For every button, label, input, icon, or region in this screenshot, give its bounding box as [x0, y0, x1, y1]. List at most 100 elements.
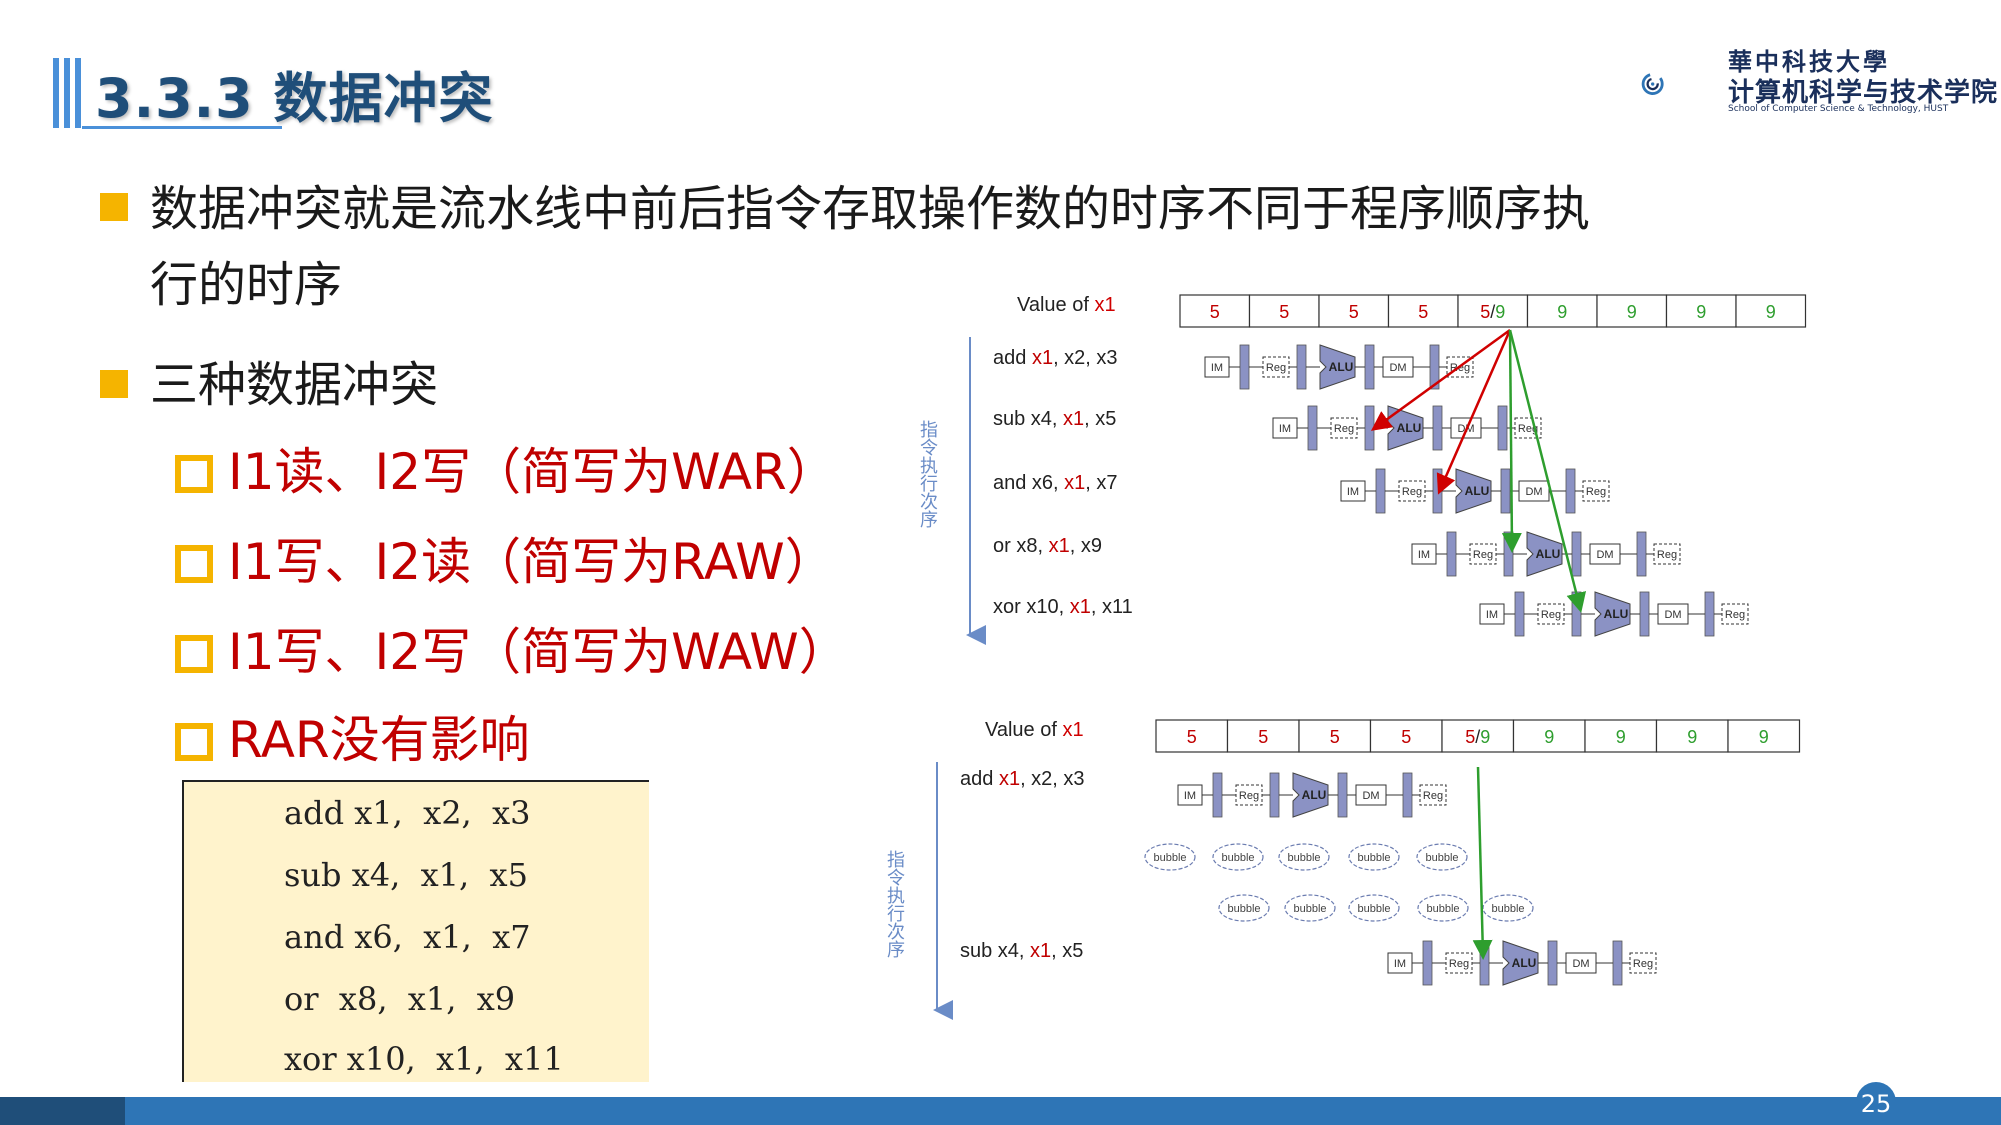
- stage-label: DM: [1664, 609, 1681, 621]
- pipeline-latch: [1364, 344, 1375, 390]
- value-cell-text: 5: [1210, 302, 1220, 322]
- pipeline-latch: [1612, 940, 1623, 986]
- header-accent-bar: [75, 58, 81, 128]
- value-cell: [1457, 294, 1529, 328]
- value-cell-text: 9: [1759, 727, 1769, 747]
- bubble-icon: [1284, 894, 1336, 922]
- page-title: 3.3.3 数据冲突: [95, 67, 494, 130]
- value-cell: [1155, 719, 1229, 753]
- bullet-square-icon: [100, 370, 128, 398]
- code-line: sub x4, x1, x5: [284, 856, 528, 894]
- value-cell-text: 5: [1349, 302, 1359, 322]
- code-line: and x6, x1, x7: [284, 918, 531, 956]
- stage-label: IM: [1184, 790, 1196, 802]
- stage-label: DM: [1362, 790, 1379, 802]
- pipeline-latch: [1432, 468, 1443, 514]
- university-logo-icon: [1641, 73, 1664, 95]
- code-line: xor x10, x1, x11: [284, 1040, 564, 1078]
- value-cell-text: 5: [1187, 727, 1197, 747]
- pipeline-latch: [1212, 772, 1223, 818]
- pipeline-latch: [1296, 344, 1307, 390]
- bubble-icon: [1417, 894, 1469, 922]
- value-cell: [1318, 294, 1390, 328]
- instruction-labels: add x1, x2, x3 sub x4, x1, x5 and x6, x1, …: [993, 347, 1133, 618]
- pipeline-latch: [1514, 591, 1525, 637]
- red-hazard-arrow: [1370, 328, 1511, 431]
- pipeline-latch: [1402, 772, 1413, 818]
- stage-label: Reg: [1334, 423, 1354, 435]
- order-axis-label: 指令执行次序: [885, 850, 905, 959]
- bubble-label: bubble: [1293, 903, 1326, 915]
- sub-bullet-box-icon: [175, 545, 213, 583]
- pipeline-latch: [1307, 405, 1318, 451]
- sub-bullet-box-icon: [175, 723, 213, 761]
- stage-label: ALU: [1536, 547, 1561, 561]
- pipeline-rows: IM Reg ALU DM Reg IM Reg ALU DM Reg IM Reg ALU DM Reg I…: [1204, 344, 1749, 637]
- value-cell-text: 5: [1279, 302, 1289, 322]
- value-cell: [1226, 719, 1300, 753]
- sub-bullet-war: I1读、I2写（简写为WAR）: [228, 443, 837, 501]
- stage-label: IM: [1347, 486, 1359, 498]
- pipeline-latch: [1239, 344, 1250, 390]
- value-of-label: Value of x1: [1017, 294, 1116, 316]
- pipeline-latch: [1565, 468, 1576, 514]
- header-accent-bar: [64, 58, 70, 128]
- stage-label: IM: [1486, 609, 1498, 621]
- footer-bar: [125, 1097, 2001, 1125]
- stage-label: DM: [1596, 549, 1613, 561]
- instruction-label: xor x10, x1, x11: [993, 596, 1133, 618]
- stage-label: IM: [1418, 549, 1430, 561]
- alu-shape: [1594, 591, 1631, 637]
- value-cell-text: 5: [1418, 302, 1428, 322]
- sub-bullet-box-icon: [175, 635, 213, 673]
- stage-label: Reg: [1423, 790, 1443, 802]
- code-listing: add x1, x2, x3 sub x4, x1, x5 and x6, x1…: [182, 780, 649, 1082]
- stage-label: Reg: [1586, 486, 1606, 498]
- school-name-en: School of Computer Science & Technology,…: [1728, 104, 1949, 114]
- value-of-label: Value of x1: [985, 719, 1084, 741]
- value-cell: [1735, 294, 1807, 328]
- value-cell-text: 5/9: [1465, 727, 1490, 747]
- alu-shape: [1455, 468, 1492, 514]
- stage-label: Reg: [1239, 790, 1259, 802]
- value-cell-text: 9: [1687, 727, 1697, 747]
- school-name: 计算机科学与技术学院: [1728, 78, 1999, 108]
- pipeline-latch: [1639, 591, 1650, 637]
- value-cell: [1298, 719, 1372, 753]
- value-cell-text: 5/9: [1480, 302, 1505, 322]
- stage-label: IM: [1279, 423, 1291, 435]
- pipeline-rows: IM Reg ALU DM Reg IM Reg ALU DM Reg: [1177, 772, 1657, 986]
- instruction-label: sub x4, x1, x5: [960, 940, 1083, 962]
- page-number: 25: [1860, 1090, 1892, 1118]
- value-cell-text: 9: [1627, 302, 1637, 322]
- bubble-label: bubble: [1221, 852, 1254, 864]
- pipeline-latch: [1500, 468, 1511, 514]
- red-hazard-arrow: [1436, 329, 1512, 495]
- bubble-label: bubble: [1153, 852, 1186, 864]
- stage-label: ALU: [1604, 607, 1629, 621]
- value-cell-text: 9: [1557, 302, 1567, 322]
- value-cell-text: 5: [1330, 727, 1340, 747]
- bubble-label: bubble: [1425, 852, 1458, 864]
- bullet-text-cont: 行的时序: [150, 257, 343, 313]
- header-underline: [82, 126, 282, 129]
- stage-label: Reg: [1633, 958, 1653, 970]
- bubble-icon: [1278, 843, 1330, 871]
- bubble-label: bubble: [1227, 903, 1260, 915]
- bubble-icon: [1218, 894, 1270, 922]
- pipeline-latch: [1479, 940, 1490, 986]
- value-cell-text: 9: [1766, 302, 1776, 322]
- alu-shape: [1292, 772, 1329, 818]
- value-cell-text: 9: [1696, 302, 1706, 322]
- bubble-icon: [1348, 843, 1400, 871]
- value-cell: [1179, 294, 1251, 328]
- code-line: or x8, x1, x9: [284, 980, 516, 1018]
- stage-label: Reg: [1402, 486, 1422, 498]
- bubble-icon: [1416, 843, 1468, 871]
- bubble-label: bubble: [1491, 903, 1524, 915]
- bubble-icon: [1144, 843, 1196, 871]
- value-cells: 5 5 5 5 5/9 9 9 9 9: [1179, 294, 1807, 328]
- stage-label: ALU: [1465, 484, 1490, 498]
- bubble-label: bubble: [1357, 852, 1390, 864]
- instruction-label: add x1, x2, x3: [993, 347, 1118, 369]
